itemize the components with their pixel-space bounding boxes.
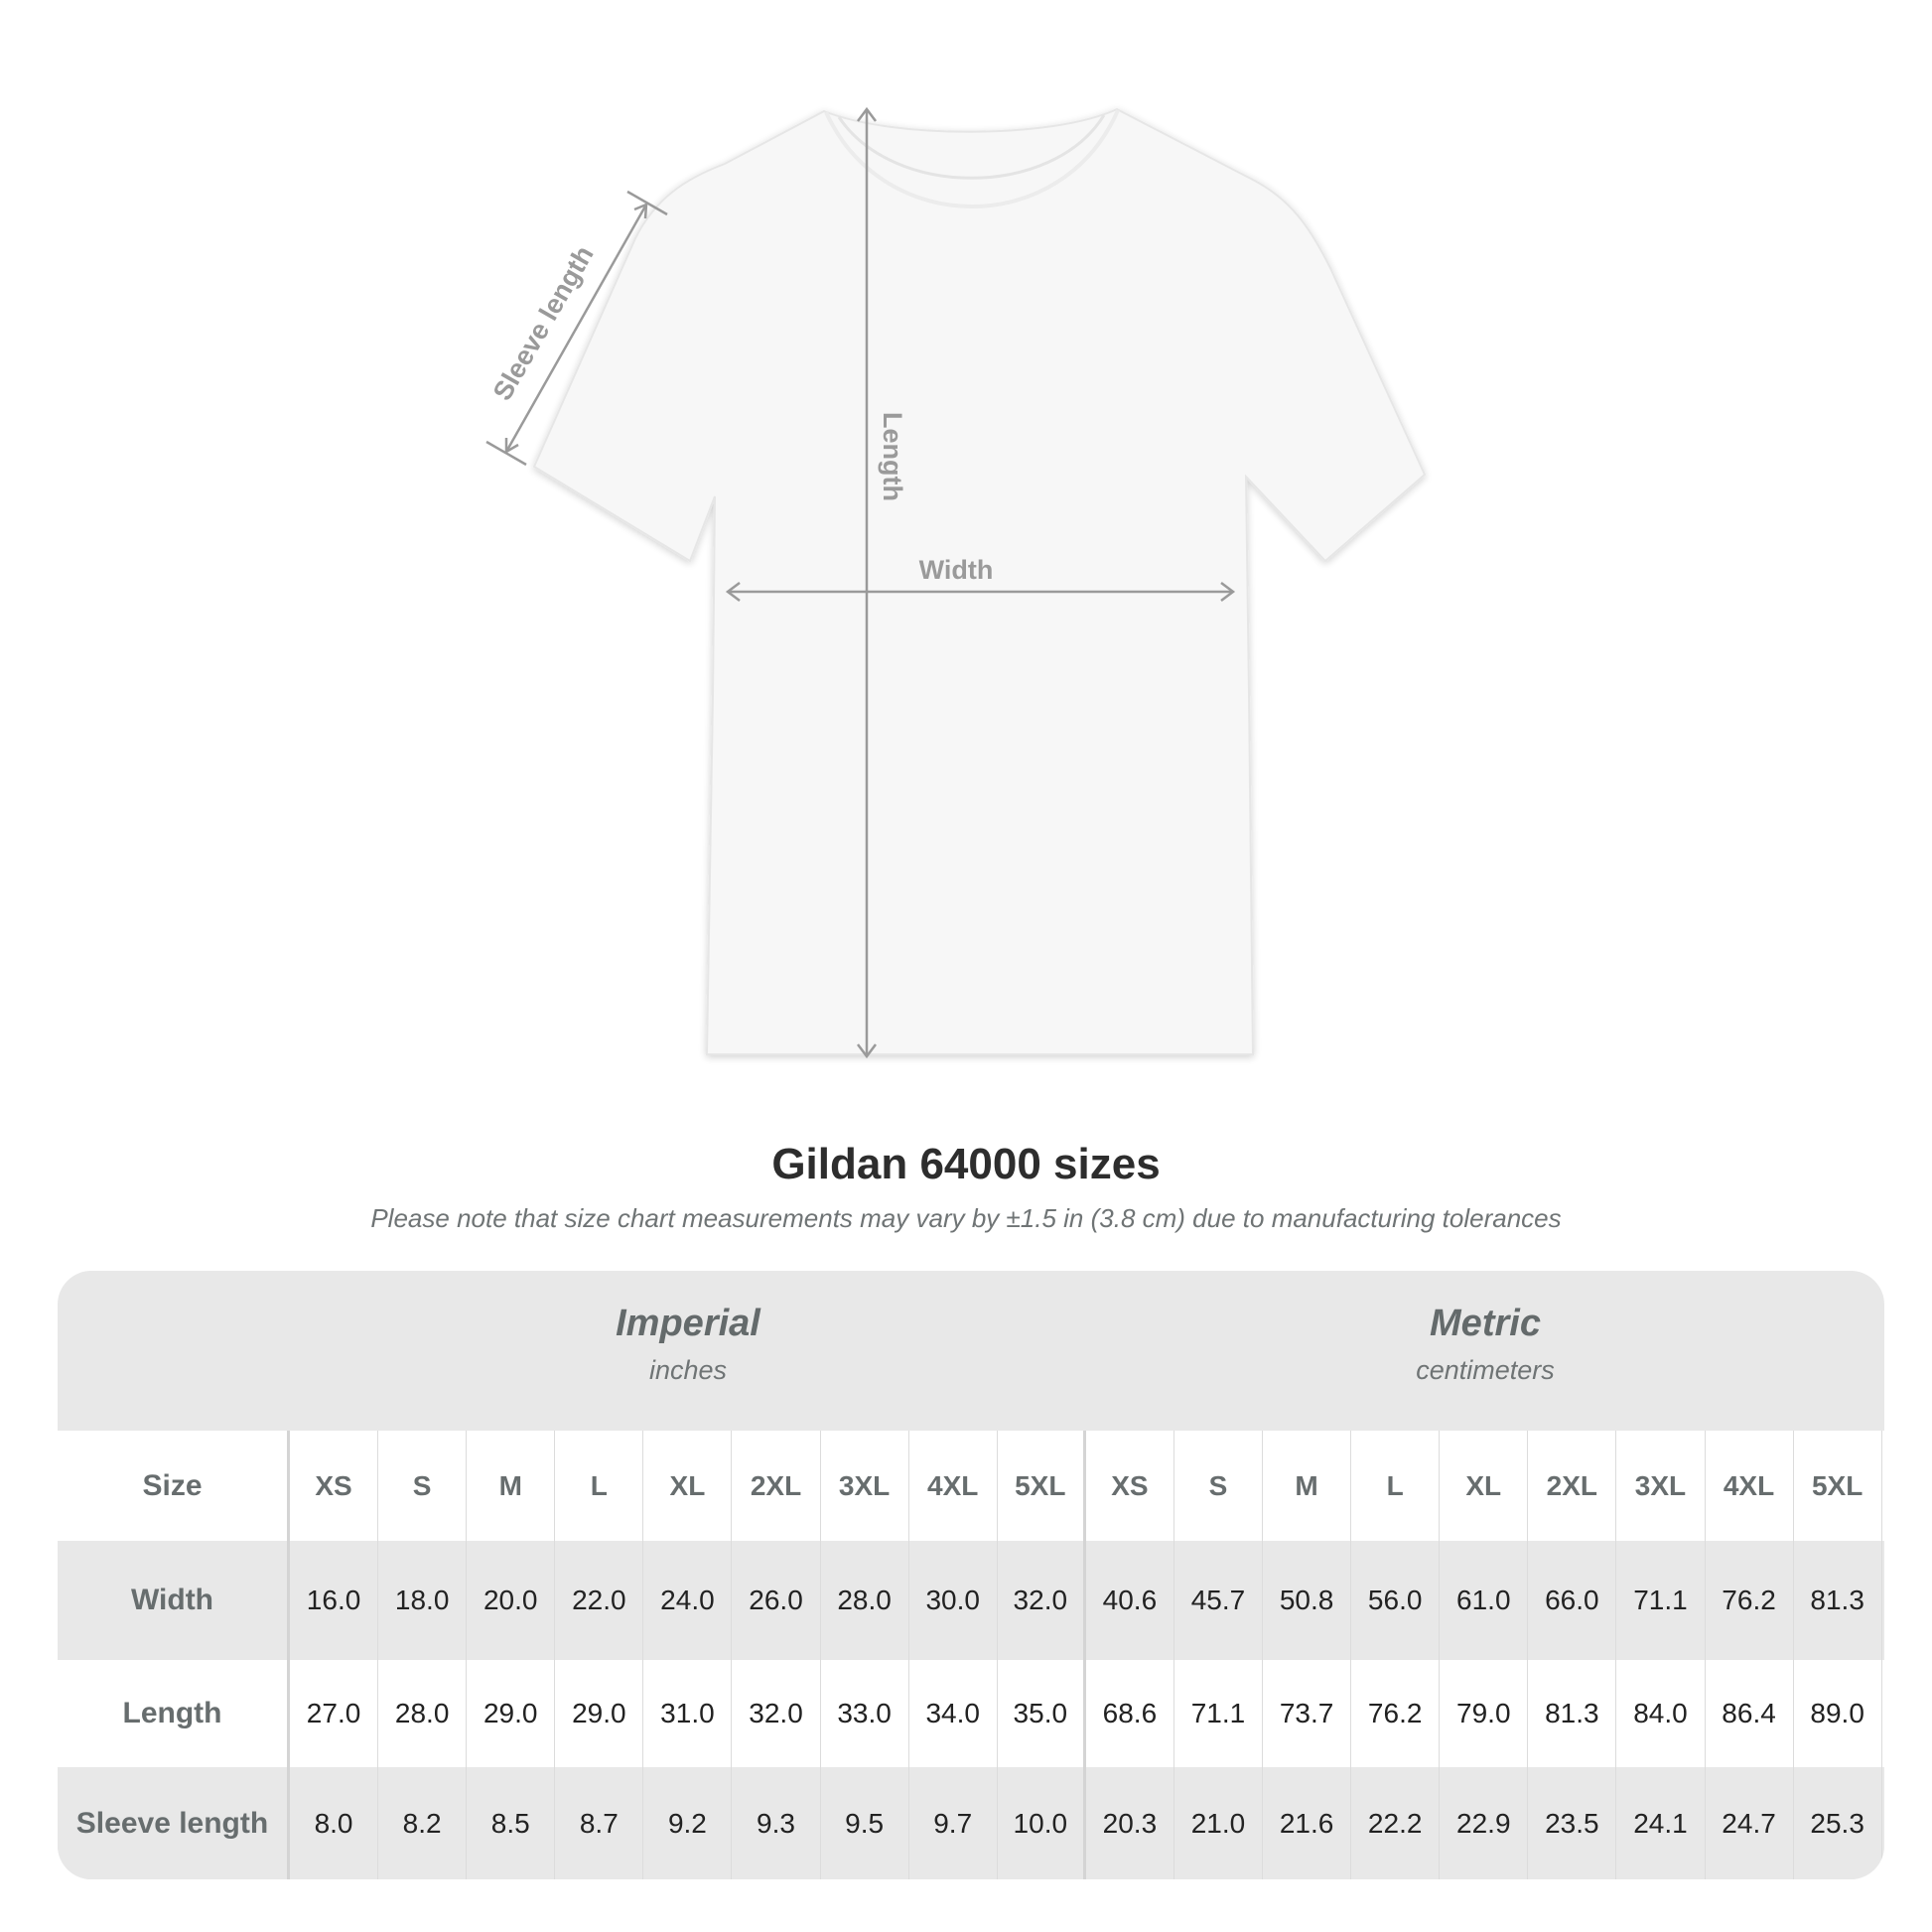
imperial-title: Imperial [616,1303,760,1344]
imperial-value-cell: 20.0 [467,1541,556,1660]
imperial-value-cell: 26.0 [732,1541,821,1660]
imperial-value-cell: 8.0 [290,1767,379,1879]
imperial-size-header: L [555,1431,644,1541]
imperial-value-cell: 29.0 [555,1660,644,1767]
imperial-value-cell: 9.5 [821,1767,909,1879]
imperial-value-cell: 16.0 [290,1541,379,1660]
size-table: Imperial inches Metric centimeters Size X… [58,1271,1884,1879]
metric-value-cell: 25.3 [1794,1767,1882,1879]
imperial-value-cell: 8.7 [555,1767,644,1879]
metric-value-cell: 61.0 [1440,1541,1529,1660]
metric-value-cell: 24.7 [1706,1767,1794,1879]
metric-value-cell: 22.2 [1351,1767,1441,1879]
table-row: Sleeve length 8.0 8.2 8.5 8.7 9.2 9.3 9.5 9.7 10.… [58,1767,1884,1879]
metric-value-cell: 21.0 [1174,1767,1264,1879]
metric-value-cell: 45.7 [1174,1541,1264,1660]
metric-size-header: S [1174,1431,1264,1541]
metric-value-cell: 84.0 [1616,1660,1706,1767]
imperial-value-cell: 31.0 [643,1660,733,1767]
width-label: Width [919,555,994,585]
imperial-size-header: XS [290,1431,379,1541]
imperial-size-header: 2XL [732,1431,821,1541]
imperial-value-cell: 34.0 [909,1660,998,1767]
metric-value-cell: 50.8 [1263,1541,1352,1660]
metric-unit: centimeters [1416,1355,1555,1385]
metric-value-cell: 66.0 [1528,1541,1617,1660]
metric-value-cell: 21.6 [1263,1767,1352,1879]
metric-value-cell: 86.4 [1706,1660,1794,1767]
imperial-size-header: 4XL [909,1431,998,1541]
metric-value-cell: 71.1 [1616,1541,1706,1660]
metric-value-cell: 81.3 [1794,1541,1882,1660]
metric-title: Metric [1430,1303,1541,1344]
size-header-row: Size XS S M L XL 2XL 3XL 4XL 5XL XS S M L XL 2XL 3XL 4XL 5… [58,1431,1884,1541]
imperial-size-header: M [467,1431,556,1541]
imperial-value-cell: 18.0 [378,1541,468,1660]
metric-value-cell: 76.2 [1351,1660,1441,1767]
imperial-value-cell: 10.0 [998,1767,1086,1879]
tolerance-note: Please note that size chart measurements… [370,1203,1562,1233]
imperial-value-cell: 28.0 [378,1660,468,1767]
row-label: Sleeve length [58,1767,290,1879]
imperial-value-cell: 33.0 [821,1660,909,1767]
imperial-value-cell: 35.0 [998,1660,1086,1767]
metric-value-cell: 79.0 [1440,1660,1529,1767]
table-row: Length 27.0 28.0 29.0 29.0 31.0 32.0 33.0 34.0 35… [58,1660,1884,1767]
metric-size-header: XS [1086,1431,1174,1541]
imperial-size-header: 5XL [998,1431,1086,1541]
imperial-unit: inches [648,1355,728,1385]
imperial-value-cell: 29.0 [467,1660,556,1767]
imperial-value-cell: 22.0 [555,1541,644,1660]
metric-value-cell: 20.3 [1086,1767,1174,1879]
metric-value-cell: 56.0 [1351,1541,1441,1660]
metric-size-header: XL [1440,1431,1529,1541]
imperial-header: Imperial inches [290,1271,1086,1431]
row-label: Width [58,1541,290,1660]
row-label: Length [58,1660,290,1767]
metric-value-cell: 73.7 [1263,1660,1352,1767]
tshirt-shape [532,107,1427,1055]
imperial-value-cell: 27.0 [290,1660,379,1767]
metric-value-cell: 22.9 [1440,1767,1529,1879]
metric-value-cell: 23.5 [1528,1767,1617,1879]
metric-value-cell: 68.6 [1086,1660,1174,1767]
imperial-value-cell: 32.0 [998,1541,1086,1660]
metric-value-cell: 40.6 [1086,1541,1174,1660]
table-row: Width 16.0 18.0 20.0 22.0 24.0 26.0 28.0 30.0 32.… [58,1541,1884,1660]
metric-size-header: 5XL [1794,1431,1882,1541]
metric-value-cell: 71.1 [1174,1660,1264,1767]
length-label: Length [878,412,907,501]
imperial-value-cell: 30.0 [909,1541,998,1660]
metric-value-cell: 89.0 [1794,1660,1882,1767]
imperial-value-cell: 28.0 [821,1541,909,1660]
measure-lines [485,106,1236,1059]
page-title: Gildan 64000 sizes [771,1140,1161,1188]
metric-size-header: 3XL [1616,1431,1706,1541]
row-label: Size [58,1431,290,1541]
metric-value-cell: 24.1 [1616,1767,1706,1879]
metric-value-cell: 81.3 [1528,1660,1617,1767]
metric-size-header: 4XL [1706,1431,1794,1541]
imperial-size-header: S [378,1431,468,1541]
metric-size-header: M [1263,1431,1352,1541]
metric-header: Metric centimeters [1086,1271,1884,1431]
imperial-value-cell: 9.2 [643,1767,733,1879]
metric-size-header: 2XL [1528,1431,1617,1541]
imperial-value-cell: 8.2 [378,1767,468,1879]
sleeve-line [504,204,648,453]
imperial-size-header: 3XL [821,1431,909,1541]
imperial-size-header: XL [643,1431,733,1541]
imperial-value-cell: 9.7 [909,1767,998,1879]
imperial-value-cell: 9.3 [732,1767,821,1879]
imperial-value-cell: 8.5 [467,1767,556,1879]
metric-value-cell: 76.2 [1706,1541,1794,1660]
metric-size-header: L [1351,1431,1441,1541]
imperial-value-cell: 24.0 [643,1541,733,1660]
imperial-value-cell: 32.0 [732,1660,821,1767]
tshirt-diagram: Sleeve length Length Width [485,106,1427,1059]
